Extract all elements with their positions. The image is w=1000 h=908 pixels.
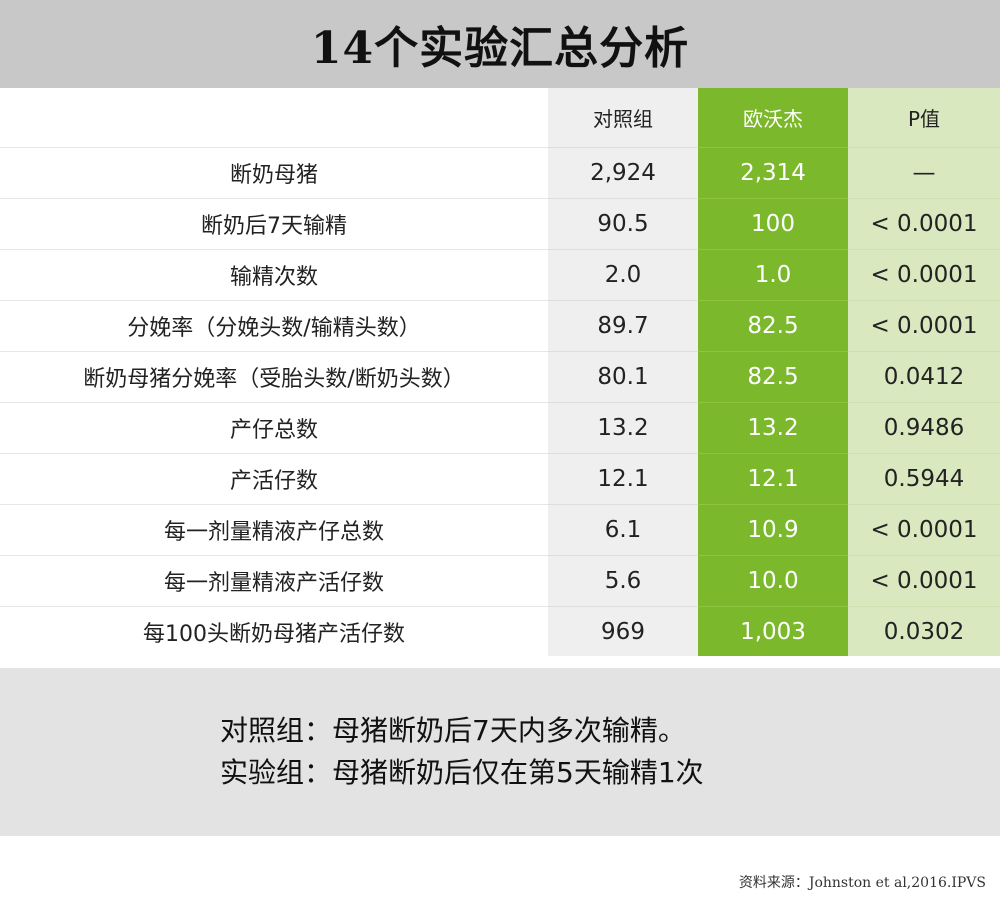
experiment-value: 1,003 — [698, 606, 848, 657]
control-value: 2.0 — [548, 249, 698, 301]
p-value: < 0.0001 — [848, 198, 1000, 250]
control-value: 5.6 — [548, 555, 698, 607]
p-value: 0.9486 — [848, 402, 1000, 454]
row-label: 断奶母猪分娩率（受胎头数/断奶头数） — [0, 351, 548, 403]
control-value: 2,924 — [548, 147, 698, 199]
row-label: 断奶母猪 — [0, 147, 548, 199]
page-title: 14个实验汇总分析 — [310, 23, 690, 74]
p-value: 0.0412 — [848, 351, 1000, 403]
experiment-value: 2,314 — [698, 147, 848, 199]
header-p-value: P值 — [907, 107, 941, 131]
row-label: 产仔总数 — [0, 402, 548, 454]
control-value: 89.7 — [548, 300, 698, 352]
table-row: 断奶母猪 2,924 2,314— — [0, 147, 1000, 199]
table-header-row: 对照组 欧沃杰 P值 — [0, 88, 1000, 148]
table-row: 每一剂量精液产活仔数 5.6 10.0 < 0.0001 — [0, 555, 1000, 607]
row-label: 断奶后7天输精 — [0, 198, 548, 250]
experiment-value: 12.1 — [698, 453, 848, 505]
table-row: 断奶后7天输精 90.5 100 < 0.0001 — [0, 198, 1000, 250]
experiment-value: 10.0 — [698, 555, 848, 607]
p-value: 0.5944 — [848, 453, 1000, 505]
experiment-value: 13.2 — [698, 402, 848, 454]
note-experiment: 实验组：母猪断奶后仅在第5天输精1次 — [220, 756, 704, 789]
table-row: 产仔总数 13.2 13.2 0.9486 — [0, 402, 1000, 454]
row-label: 产活仔数 — [0, 453, 548, 505]
table-row: 每一剂量精液产仔总数 6.1 10.9 < 0.0001 — [0, 504, 1000, 556]
header-experiment: 欧沃杰 — [743, 107, 803, 131]
table-row: 产活仔数 12.1 12.1 0.5944 — [0, 453, 1000, 505]
table-row: 输精次数 2.0 1.0 < 0.0001 — [0, 249, 1000, 301]
table-row: 每100头断奶母猪产活仔数 969 1,003 0.0302 — [0, 606, 1000, 657]
p-value: < 0.0001 — [848, 504, 1000, 556]
row-label: 每一剂量精液产仔总数 — [0, 504, 548, 556]
title-bar: 14个实验汇总分析 — [0, 0, 1000, 88]
p-value: < 0.0001 — [848, 300, 1000, 352]
row-label: 每100头断奶母猪产活仔数 — [0, 606, 548, 657]
row-label: 分娩率（分娩头数/输精头数） — [0, 300, 548, 352]
control-value: 12.1 — [548, 453, 698, 505]
experiment-value: 82.5 — [698, 300, 848, 352]
results-table: 对照组 欧沃杰 P值 断奶母猪 2,924 2,314— 断奶后7天输精 90.5 100… — [0, 88, 1000, 657]
header-control: 对照组 — [593, 107, 653, 131]
experiment-value: 10.9 — [698, 504, 848, 556]
control-value: 969 — [548, 606, 698, 657]
control-value: 6.1 — [548, 504, 698, 556]
row-label: 输精次数 — [0, 249, 548, 301]
experiment-value: 1.0 — [698, 249, 848, 301]
control-value: 13.2 — [548, 402, 698, 454]
p-value: — — [848, 147, 1000, 199]
p-value: < 0.0001 — [848, 249, 1000, 301]
table-row: 分娩率（分娩头数/输精头数） 89.7 82.5 < 0.0001 — [0, 300, 1000, 352]
control-value: 90.5 — [548, 198, 698, 250]
control-value: 80.1 — [548, 351, 698, 403]
experiment-value: 82.5 — [698, 351, 848, 403]
row-label: 每一剂量精液产活仔数 — [0, 555, 548, 607]
note-control: 对照组：母猪断奶后7天内多次输精。 — [220, 714, 686, 747]
experiment-value: 100 — [698, 198, 848, 250]
table-row: 断奶母猪分娩率（受胎头数/断奶头数） 80.1 82.5 0.0412 — [0, 351, 1000, 403]
table-body: 断奶母猪 2,924 2,314— 断奶后7天输精 90.5 100 < 0.0001 输精次… — [0, 147, 1000, 657]
results-table-area: 对照组 欧沃杰 P值 断奶母猪 2,924 2,314— 断奶后7天输精 90.5 100… — [0, 88, 1000, 657]
p-value: < 0.0001 — [848, 555, 1000, 607]
header-label — [0, 88, 548, 148]
notes-box: 对照组：母猪断奶后7天内多次输精。 实验组：母猪断奶后仅在第5天输精1次 — [0, 668, 1000, 836]
source-citation: 资料来源：Johnston et al,2016.IPVS — [738, 875, 986, 891]
p-value: 0.0302 — [848, 606, 1000, 657]
